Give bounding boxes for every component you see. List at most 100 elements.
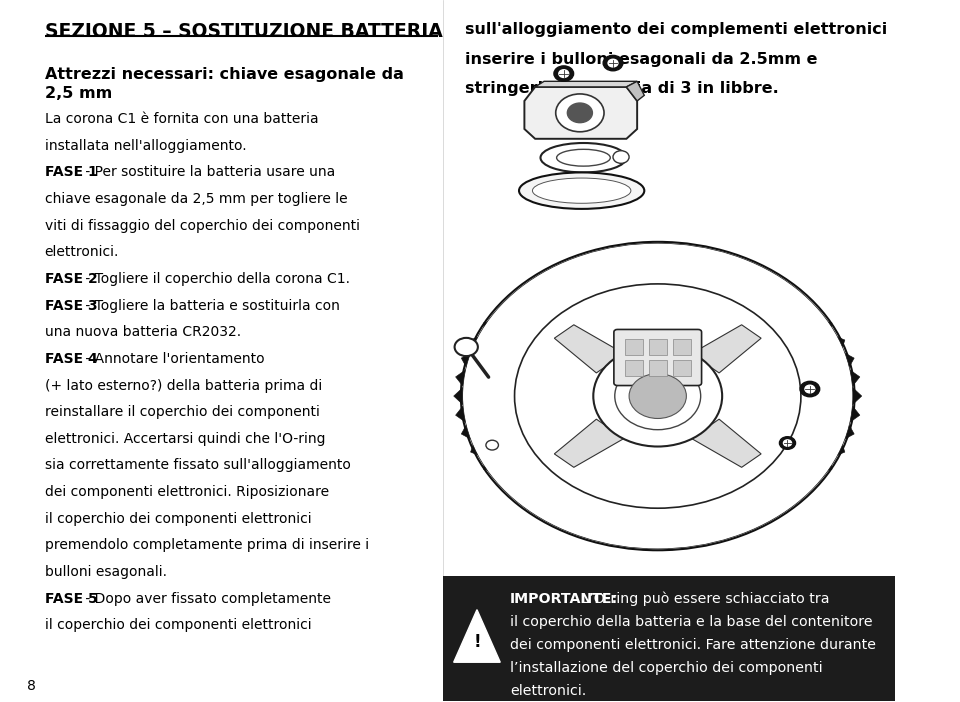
Text: chiave esagonale da 2,5 mm per togliere le: chiave esagonale da 2,5 mm per togliere …	[45, 192, 348, 206]
Text: elettronici. Accertarsi quindi che l'O-ring: elettronici. Accertarsi quindi che l'O-r…	[45, 432, 325, 446]
Text: sull'alloggiamento dei complementi elettronici: sull'alloggiamento dei complementi elett…	[466, 22, 888, 37]
Text: 8: 8	[27, 679, 36, 693]
Text: il coperchio dei componenti elettronici: il coperchio dei componenti elettronici	[45, 618, 311, 633]
Polygon shape	[557, 511, 580, 521]
Polygon shape	[461, 424, 473, 441]
Text: bulloni esagonali.: bulloni esagonali.	[45, 565, 167, 579]
Polygon shape	[849, 406, 860, 423]
Bar	[649, 360, 666, 376]
Polygon shape	[581, 263, 605, 272]
Polygon shape	[842, 352, 854, 369]
Text: !: !	[473, 633, 481, 651]
Text: - Togliere il coperchio della corona C1.: - Togliere il coperchio della corona C1.	[82, 272, 350, 286]
Text: sia correttamente fissato sull'alloggiamento: sia correttamente fissato sull'alloggiam…	[45, 458, 350, 472]
Text: SEZIONE 5 – SOSTITUZIONE BATTERIA: SEZIONE 5 – SOSTITUZIONE BATTERIA	[45, 22, 443, 41]
Polygon shape	[606, 526, 631, 534]
Circle shape	[614, 362, 701, 430]
Polygon shape	[818, 319, 832, 333]
Text: il coperchio della batteria e la base del contenitore: il coperchio della batteria e la base de…	[510, 615, 873, 629]
FancyBboxPatch shape	[613, 329, 702, 385]
Polygon shape	[759, 501, 780, 511]
Circle shape	[559, 69, 568, 77]
Ellipse shape	[519, 173, 644, 209]
Circle shape	[556, 94, 604, 132]
Circle shape	[463, 243, 852, 549]
Polygon shape	[535, 281, 556, 291]
Polygon shape	[659, 256, 684, 263]
Polygon shape	[499, 305, 515, 318]
Text: viti di fissaggio del coperchio dei componenti: viti di fissaggio del coperchio dei comp…	[45, 219, 360, 232]
Text: - Per sostituire la batteria usare una: - Per sostituire la batteria usare una	[82, 166, 335, 180]
Text: FASE 5: FASE 5	[45, 592, 98, 606]
Text: elettronici.: elettronici.	[45, 245, 119, 259]
Polygon shape	[516, 292, 534, 304]
Polygon shape	[736, 271, 758, 281]
Polygon shape	[691, 419, 761, 468]
Polygon shape	[818, 458, 832, 473]
Polygon shape	[454, 388, 463, 405]
Text: premendolo completamente prima di inserire i: premendolo completamente prima di inseri…	[45, 538, 369, 552]
Text: - Togliere la batteria e sostituirla con: - Togliere la batteria e sostituirla con	[82, 298, 340, 312]
Text: L’O-ring può essere schiacciato tra: L’O-ring può essere schiacciato tra	[577, 592, 829, 606]
Polygon shape	[499, 474, 515, 487]
Polygon shape	[484, 319, 498, 333]
Polygon shape	[606, 258, 631, 267]
Polygon shape	[454, 609, 500, 662]
Polygon shape	[456, 369, 467, 386]
Bar	[649, 339, 666, 355]
Polygon shape	[524, 87, 637, 139]
Bar	[625, 360, 642, 376]
Text: (+ lato esterno?) della batteria prima di: (+ lato esterno?) della batteria prima d…	[45, 378, 322, 392]
Text: Attrezzi necessari: chiave esagonale da
2,5 mm: Attrezzi necessari: chiave esagonale da …	[45, 67, 403, 101]
Text: dei componenti elettronici. Riposizionare: dei componenti elettronici. Riposizionar…	[45, 485, 329, 499]
Bar	[443, 576, 895, 701]
Bar	[673, 339, 691, 355]
Polygon shape	[711, 263, 734, 272]
Polygon shape	[842, 424, 854, 441]
Circle shape	[629, 373, 686, 418]
Circle shape	[800, 381, 820, 397]
Ellipse shape	[557, 150, 611, 166]
Polygon shape	[691, 325, 761, 373]
Text: FASE 4: FASE 4	[45, 352, 98, 366]
Bar	[673, 360, 691, 376]
Circle shape	[608, 59, 618, 67]
Circle shape	[783, 440, 791, 446]
Text: stringerli alla coppia di 3 in libbre.: stringerli alla coppia di 3 in libbre.	[466, 81, 780, 96]
Polygon shape	[849, 369, 860, 386]
Polygon shape	[581, 519, 605, 529]
Polygon shape	[801, 474, 817, 487]
Polygon shape	[456, 406, 467, 423]
Polygon shape	[711, 519, 734, 529]
Text: una nuova batteria CR2032.: una nuova batteria CR2032.	[45, 325, 241, 339]
Polygon shape	[684, 526, 709, 534]
Circle shape	[554, 66, 574, 81]
Text: elettronici.: elettronici.	[510, 684, 587, 698]
Polygon shape	[554, 325, 624, 373]
Polygon shape	[470, 335, 484, 350]
Text: - Annotare l'orientamento: - Annotare l'orientamento	[82, 352, 265, 366]
Polygon shape	[554, 419, 624, 468]
Polygon shape	[461, 352, 473, 369]
Text: dei componenti elettronici. Fare attenzione durante: dei componenti elettronici. Fare attenzi…	[510, 638, 876, 652]
Text: La corona C1 è fornita con una batteria: La corona C1 è fornita con una batteria	[45, 112, 319, 126]
Polygon shape	[535, 81, 637, 87]
Polygon shape	[736, 511, 758, 521]
Text: - Dopo aver fissato completamente: - Dopo aver fissato completamente	[82, 592, 331, 606]
Polygon shape	[759, 281, 780, 291]
Polygon shape	[484, 458, 498, 473]
Polygon shape	[632, 529, 657, 536]
Bar	[625, 339, 642, 355]
Circle shape	[613, 151, 629, 164]
Text: IMPORTANTE:: IMPORTANTE:	[510, 592, 618, 606]
Text: FASE 1: FASE 1	[45, 166, 98, 180]
Polygon shape	[684, 258, 709, 267]
Polygon shape	[535, 501, 556, 511]
Polygon shape	[516, 488, 534, 500]
Text: FASE 3: FASE 3	[45, 298, 97, 312]
Polygon shape	[801, 305, 817, 318]
Text: inserire i bulloni esagonali da 2.5mm e: inserire i bulloni esagonali da 2.5mm e	[466, 52, 818, 67]
Polygon shape	[659, 529, 684, 536]
Polygon shape	[470, 442, 484, 458]
Circle shape	[593, 345, 722, 446]
